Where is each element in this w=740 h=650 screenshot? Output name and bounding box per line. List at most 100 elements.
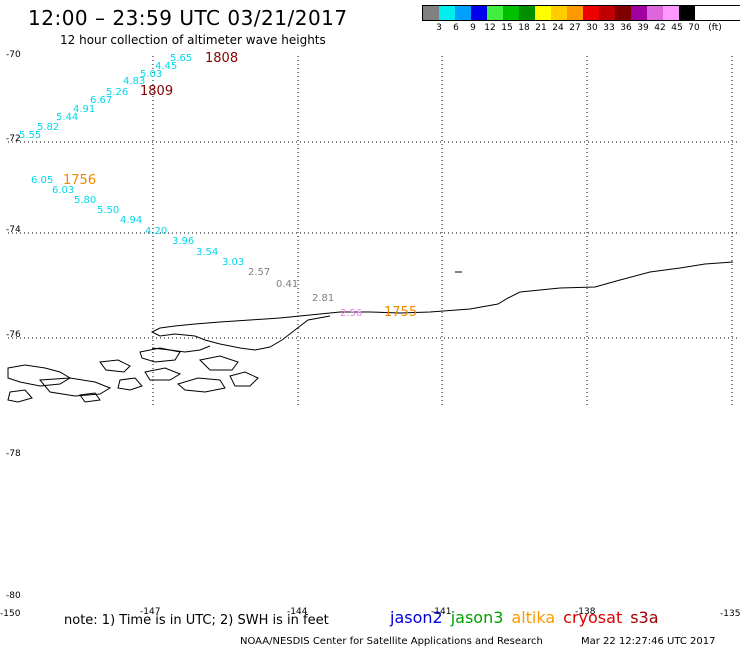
legend-label: 21 xyxy=(535,23,547,33)
longitude-label: -147 xyxy=(140,607,160,617)
legend-label: 18 xyxy=(518,23,530,33)
coastline-main xyxy=(150,261,734,351)
legend-label: 30 xyxy=(586,23,598,33)
color-legend: 3 6 9 12 15 18 21 24 27 30 33 36 39 42 45 70 (ft) xyxy=(422,5,740,33)
satellite-label-jason3: jason3 xyxy=(450,608,504,627)
wave-height-value: 5.50 xyxy=(97,205,119,216)
legend-swatch xyxy=(647,6,663,20)
legend-label: 33 xyxy=(603,23,615,33)
wave-height-value: 6.67 xyxy=(90,95,112,106)
wave-height-value: 4.45 xyxy=(155,61,177,72)
wave-height-values: 5.654.455.034.835.266.674.915.445.825.55… xyxy=(19,53,362,319)
legend-label: 3 xyxy=(436,23,442,33)
wave-height-value: 0.41 xyxy=(276,279,298,290)
latitude-label: -76 xyxy=(6,330,21,340)
island-5 xyxy=(144,367,182,381)
latitude-label: -74 xyxy=(6,225,21,235)
wave-height-value: 5.03 xyxy=(140,69,162,80)
legend-label: 70 xyxy=(688,23,700,33)
wave-height-value: 3.03 xyxy=(222,257,244,268)
wave-height-value: 3.54 xyxy=(196,247,218,258)
latitude-label: -80 xyxy=(6,591,21,601)
satellite-label-s3a: s3a xyxy=(630,608,659,627)
legend-swatch xyxy=(551,6,567,20)
legend-swatch xyxy=(631,6,647,20)
satellite-legend: jason2 jason3 altika cryosat s3a xyxy=(390,608,667,627)
satellite-label-cryosat: cryosat xyxy=(563,608,623,627)
latitude-label: -78 xyxy=(6,449,21,459)
island-2 xyxy=(38,377,112,397)
island-11 xyxy=(7,389,33,403)
pass-time-label: 1756 xyxy=(63,173,96,188)
legend-label: 45 xyxy=(671,23,683,33)
longitude-label: -141 xyxy=(431,607,451,617)
latitude-labels: -70 -72 -74 -76 -78 -80 xyxy=(6,50,21,601)
legend-swatches xyxy=(422,5,740,21)
island-7 xyxy=(198,355,239,371)
longitude-label: -144 xyxy=(287,607,308,617)
wave-height-value: 4.83 xyxy=(123,76,145,87)
legend-label: 27 xyxy=(569,23,581,33)
wave-height-value: 5.80 xyxy=(74,195,96,206)
latitude-label: -70 xyxy=(6,50,21,60)
wave-height-value: 3.96 xyxy=(172,236,194,247)
legend-swatch xyxy=(615,6,631,20)
wave-height-value: 2.81 xyxy=(312,293,334,304)
wave-height-value: 4.91 xyxy=(73,104,95,115)
legend-swatch xyxy=(583,6,599,20)
longitude-labels: -150 -147 -144 -141 -138 -135 xyxy=(0,607,740,619)
wave-height-value: 5.65 xyxy=(170,53,192,64)
legend-swatch xyxy=(663,6,679,20)
island-10 xyxy=(79,392,101,403)
legend-swatch xyxy=(423,6,439,20)
wave-height-value: 2.56 xyxy=(340,308,362,319)
wave-height-value: 5.26 xyxy=(106,87,128,98)
satellite-label-jason2: jason2 xyxy=(390,608,443,627)
island-1 xyxy=(7,364,71,387)
legend-label: 24 xyxy=(552,23,564,33)
wave-height-value: 4.94 xyxy=(120,215,142,226)
legend-label: 6 xyxy=(453,23,459,33)
graticule xyxy=(8,56,740,408)
island-9 xyxy=(117,377,143,391)
legend-swatch xyxy=(503,6,519,20)
coastline xyxy=(7,261,734,403)
map-title: 12:00 – 23:59 UTC 03/21/2017 xyxy=(28,6,348,30)
note-text: note: 1) Time is in UTC; 2) SWH is in fe… xyxy=(64,613,329,628)
satellite-label-altika: altika xyxy=(511,608,556,627)
legend-swatch xyxy=(519,6,535,20)
longitude-label: -138 xyxy=(575,607,596,617)
generated-timestamp: Mar 22 12:27:46 UTC 2017 xyxy=(581,636,716,647)
longitude-label: -150 xyxy=(0,609,21,619)
wave-height-value: 5.44 xyxy=(56,112,78,123)
legend-swatch xyxy=(535,6,551,20)
wave-height-value: 6.03 xyxy=(52,185,74,196)
wave-height-value: 6.05 xyxy=(31,175,53,186)
pass-time-label: 1808 xyxy=(205,51,238,66)
legend-swatch xyxy=(471,6,487,20)
legend-label: 12 xyxy=(484,23,496,33)
legend-swatch xyxy=(679,6,695,20)
wave-height-value: 5.55 xyxy=(19,130,41,141)
legend-swatch xyxy=(567,6,583,20)
pass-time-label: 1809 xyxy=(140,84,173,99)
pass-time-labels: 1808 1809 1756 1755 xyxy=(63,51,417,320)
pass-time-label: 1755 xyxy=(384,305,417,320)
legend-swatch xyxy=(487,6,503,20)
longitude-label: -135 xyxy=(720,609,740,619)
island-3 xyxy=(99,359,131,373)
coastline-inner xyxy=(151,345,211,353)
island-6 xyxy=(176,377,226,393)
legend-label: 9 xyxy=(470,23,476,33)
wave-height-value: 5.82 xyxy=(37,122,59,133)
latitude-label: -72 xyxy=(6,134,21,144)
credit-text: NOAA/NESDIS Center for Satellite Applica… xyxy=(240,636,543,647)
legend-label: 15 xyxy=(501,23,513,33)
legend-label: 36 xyxy=(620,23,632,33)
legend-swatch xyxy=(439,6,455,20)
legend-labels: 3 6 9 12 15 18 21 24 27 30 33 36 39 42 45 70 (ft) xyxy=(422,21,740,33)
legend-swatch xyxy=(455,6,471,20)
island-4 xyxy=(139,347,181,363)
legend-swatch xyxy=(599,6,615,20)
